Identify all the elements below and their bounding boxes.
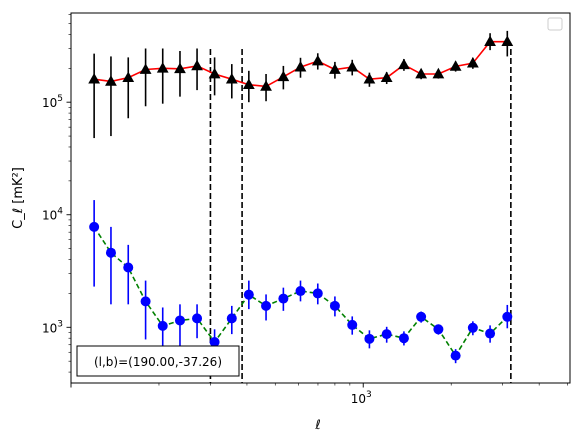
circle-marker bbox=[433, 324, 444, 335]
triangle-marker bbox=[380, 71, 393, 83]
triangle-marker bbox=[88, 73, 101, 84]
triangle-marker bbox=[501, 35, 514, 46]
circle-marker bbox=[364, 333, 375, 344]
triangle-marker bbox=[484, 35, 496, 46]
plot-layer bbox=[88, 30, 514, 383]
circle-marker bbox=[502, 311, 513, 322]
circle-marker bbox=[450, 350, 461, 361]
annotation-group: (l,b)=(190.00,-37.26) bbox=[76, 345, 240, 377]
circle-marker bbox=[174, 315, 185, 326]
triangle-marker bbox=[260, 80, 272, 91]
circle-marker bbox=[105, 247, 116, 258]
triangle-marker bbox=[346, 60, 359, 72]
triangle-marker bbox=[208, 67, 221, 79]
axes-layer: 103 103 104 105 bbox=[42, 12, 571, 406]
triangle-marker bbox=[415, 67, 428, 79]
circle-marker bbox=[278, 293, 289, 304]
y-axis-label-group: C_ℓ [mK²] bbox=[11, 167, 26, 229]
circle-marker bbox=[416, 311, 427, 322]
circle-marker bbox=[192, 313, 203, 324]
y-axis-label: C_ℓ [mK²] bbox=[11, 167, 26, 229]
annotation-text: (l,b)=(190.00,-37.26) bbox=[94, 355, 222, 369]
triangle-marker bbox=[329, 63, 341, 74]
triangle-marker bbox=[122, 71, 135, 83]
y-tick-label: 104 bbox=[42, 207, 63, 223]
triangle-marker bbox=[225, 73, 238, 84]
triangle-marker bbox=[432, 67, 445, 79]
circle-marker bbox=[312, 288, 323, 299]
triangle-marker bbox=[242, 78, 255, 90]
circle-marker bbox=[398, 333, 409, 344]
triangle-marker bbox=[311, 54, 324, 66]
circle-marker bbox=[295, 286, 306, 297]
plot-area bbox=[88, 30, 514, 383]
triangle-marker bbox=[277, 70, 290, 82]
x-axis-label: ℓ bbox=[314, 418, 320, 433]
triangle-marker bbox=[449, 60, 462, 71]
circle-marker bbox=[140, 296, 151, 307]
triangle-marker bbox=[139, 63, 152, 74]
circle-marker bbox=[485, 328, 496, 339]
axes-frame bbox=[70, 12, 571, 384]
triangle-marker bbox=[466, 57, 479, 68]
triangle-marker bbox=[174, 62, 186, 74]
annotation-box bbox=[76, 345, 240, 377]
legend-box bbox=[547, 17, 563, 31]
circle-marker bbox=[89, 221, 100, 232]
circle-marker bbox=[381, 329, 392, 340]
circle-marker bbox=[209, 337, 220, 348]
circle-marker bbox=[329, 300, 340, 311]
circle-marker bbox=[157, 320, 168, 331]
triangle-marker bbox=[398, 58, 410, 70]
triangle-marker bbox=[105, 75, 117, 86]
y-tick-label: 103 bbox=[42, 319, 63, 335]
x-tick-label: 103 bbox=[351, 390, 372, 406]
triangle-marker bbox=[294, 60, 307, 72]
circle-marker bbox=[467, 322, 478, 333]
y-tick-label: 105 bbox=[42, 94, 63, 110]
circle-marker bbox=[123, 262, 134, 273]
circle-marker bbox=[226, 313, 237, 324]
circle-marker bbox=[347, 319, 358, 330]
triangle-marker bbox=[156, 62, 169, 73]
triangle-marker bbox=[191, 59, 203, 71]
triangle-marker bbox=[363, 73, 376, 84]
circle-marker bbox=[243, 289, 254, 300]
circle-marker bbox=[261, 300, 272, 311]
